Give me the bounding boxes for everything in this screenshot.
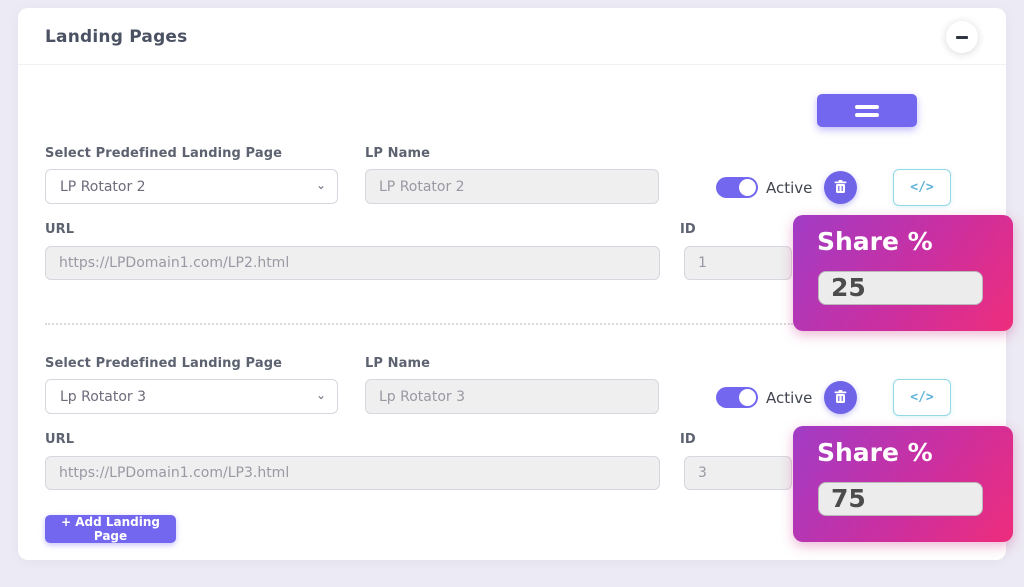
minus-icon (956, 36, 968, 39)
share-percent-panel: Share % (793, 426, 1013, 542)
lp-name-label: LP Name (365, 146, 431, 161)
active-toggle[interactable] (716, 177, 758, 198)
share-percent-panel: Share % (793, 215, 1013, 331)
lp-name-input[interactable] (365, 169, 659, 204)
url-label: URL (45, 432, 75, 447)
id-input[interactable] (684, 246, 792, 280)
lp-name-input[interactable] (365, 379, 659, 414)
active-toggle[interactable] (716, 387, 758, 408)
share-percent-input[interactable] (818, 271, 983, 305)
select-predefined-lp-label: Select Predefined Landing Page (45, 146, 283, 161)
url-label: URL (45, 222, 75, 237)
toggle-knob-icon (739, 389, 756, 406)
landing-pages-card: Landing Pages Select Predefined Landing … (18, 8, 1013, 560)
row-divider (45, 323, 793, 325)
lp-name-label: LP Name (365, 356, 431, 371)
view-code-button[interactable]: </> (893, 169, 951, 206)
code-icon: </> (910, 180, 934, 195)
share-percent-label: Share % (817, 227, 933, 256)
id-label: ID (680, 432, 696, 447)
active-label: Active (766, 389, 813, 407)
url-input[interactable] (45, 246, 660, 280)
add-landing-page-button[interactable]: + Add Landing Page (45, 515, 176, 543)
collapse-button[interactable] (946, 21, 978, 53)
reorder-button[interactable] (817, 94, 917, 127)
share-percent-input[interactable] (818, 482, 983, 516)
trash-icon (834, 390, 847, 403)
toggle-knob-icon (739, 179, 756, 196)
predefined-lp-select[interactable]: Lp Rotator 3 (45, 379, 338, 414)
share-percent-label: Share % (817, 438, 933, 467)
delete-lp-button[interactable] (824, 381, 857, 414)
page-title: Landing Pages (45, 27, 188, 47)
select-predefined-lp-label: Select Predefined Landing Page (45, 356, 283, 371)
card-header: Landing Pages (18, 8, 1006, 65)
plus-icon: + (60, 515, 72, 529)
view-code-button[interactable]: </> (893, 379, 951, 416)
url-input[interactable] (45, 456, 660, 490)
code-icon: </> (910, 390, 934, 405)
trash-icon (834, 180, 847, 193)
id-input[interactable] (684, 456, 792, 490)
add-landing-page-label: Add Landing Page (75, 515, 161, 543)
delete-lp-button[interactable] (824, 171, 857, 204)
id-label: ID (680, 222, 696, 237)
predefined-lp-select[interactable]: LP Rotator 2 (45, 169, 338, 204)
active-label: Active (766, 179, 813, 197)
